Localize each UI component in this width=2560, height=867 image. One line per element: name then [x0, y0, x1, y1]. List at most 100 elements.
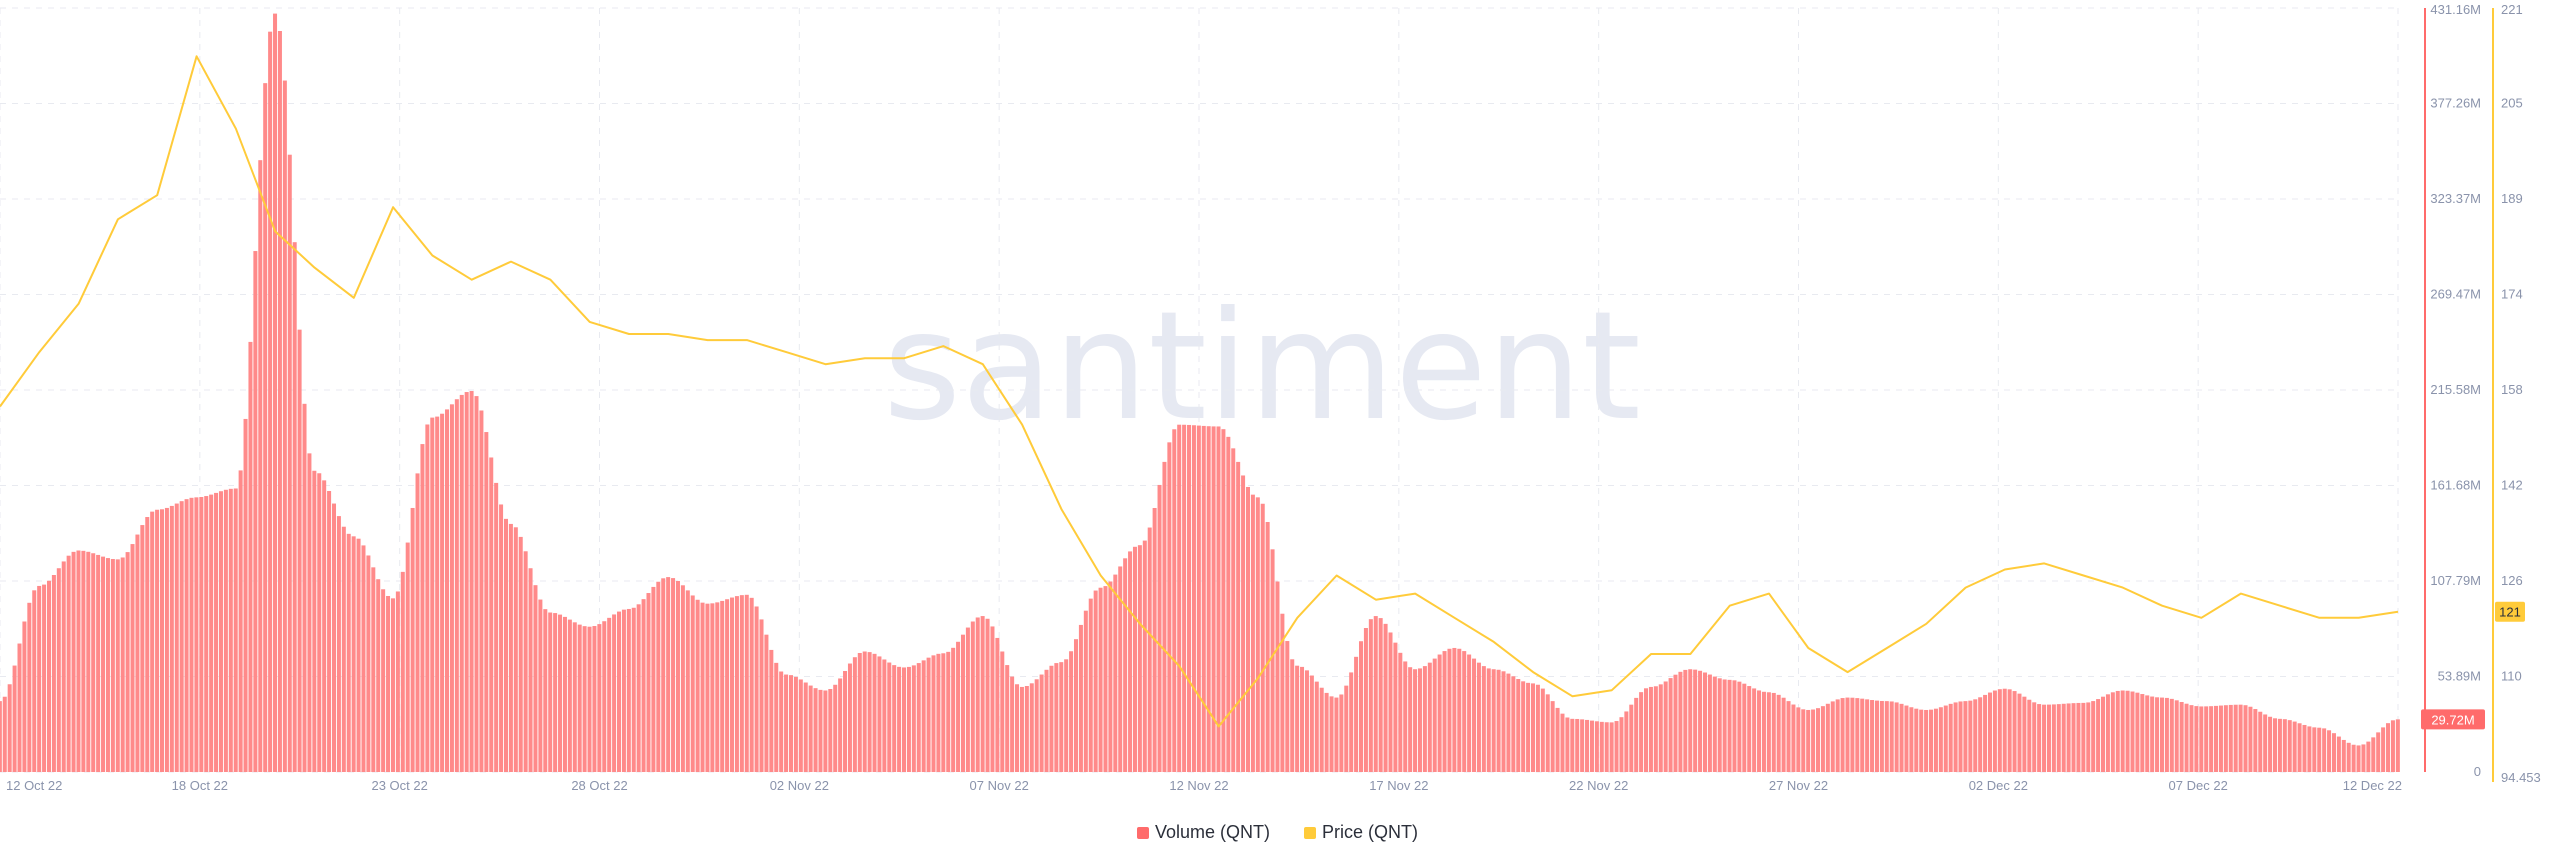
volume-bar: [2277, 718, 2282, 772]
volume-bar: [533, 585, 538, 772]
volume-bar: [1585, 719, 1590, 772]
volume-bar: [2371, 737, 2376, 772]
volume-bar: [277, 30, 282, 773]
volume-bar: [130, 544, 135, 772]
volume-bar: [1737, 681, 1742, 772]
price-axis-tick-label: 205: [2501, 96, 2523, 111]
volume-bar: [2179, 702, 2184, 772]
legend-item-price[interactable]: Price (QNT): [1304, 822, 1418, 842]
volume-bar: [1801, 709, 1806, 772]
volume-bar: [2282, 719, 2287, 772]
volume-bar: [1673, 674, 1678, 772]
volume-bar: [754, 606, 759, 772]
volume-bar: [1855, 698, 1860, 772]
volume-bar: [155, 509, 160, 772]
legend-item-volume[interactable]: Volume (QNT): [1137, 822, 1270, 842]
volume-bar: [56, 568, 61, 772]
volume-bar: [1270, 549, 1275, 772]
volume-bar: [110, 559, 115, 772]
volume-bar: [209, 494, 214, 772]
volume-bar: [1732, 680, 1737, 772]
volume-bar: [1752, 688, 1757, 772]
volume-axis-tick-label: 323.37M: [2430, 191, 2481, 206]
volume-bar: [184, 499, 189, 772]
volume-bar: [1005, 665, 1010, 772]
volume-bar: [1339, 694, 1344, 772]
price-axis-tick-label: 174: [2501, 287, 2523, 302]
volume-bar: [204, 496, 209, 772]
volume-bar: [27, 602, 32, 772]
volume-bar: [331, 503, 337, 772]
volume-bar: [970, 621, 975, 772]
volume-bar: [1029, 683, 1034, 772]
volume-bar: [1314, 681, 1319, 772]
volume-bar: [1884, 701, 1889, 772]
volume-bar: [1073, 639, 1079, 772]
volume-bar: [395, 591, 400, 772]
volume-bar: [1560, 713, 1565, 772]
volume-bar: [2174, 700, 2179, 772]
volume-bar: [2361, 744, 2366, 772]
volume-bar: [2012, 691, 2017, 772]
price-axis-tick-label: 158: [2501, 382, 2523, 397]
volume-bar: [1373, 616, 1378, 772]
price-axis-tick-label: 221: [2501, 2, 2523, 17]
volume-bar: [1457, 648, 1462, 772]
volume-bar: [1354, 656, 1359, 772]
volume-bar: [1594, 721, 1599, 772]
volume-bar: [1845, 697, 1850, 772]
volume-bar: [1432, 658, 1437, 772]
volume-bar: [2002, 688, 2007, 772]
price-line: [0, 55, 2399, 728]
volume-bar: [1108, 581, 1113, 772]
volume-bar: [1417, 668, 1422, 772]
volume-bar: [2317, 727, 2322, 772]
volume-bar: [1958, 701, 1963, 772]
volume-bar: [661, 578, 666, 772]
volume-bar: [425, 424, 430, 772]
volume-bar: [2322, 728, 2327, 772]
volume-bar: [449, 404, 454, 772]
volume-bar: [2042, 704, 2047, 772]
volume-bar: [2327, 730, 2332, 772]
volume-bar: [1226, 436, 1231, 772]
volume-bar: [808, 685, 813, 772]
price-axis-tick-label: 142: [2501, 478, 2523, 493]
volume-bar: [1973, 699, 1978, 772]
current-volume-badge-label: 29.72M: [2431, 712, 2474, 727]
volume-bar: [1747, 686, 1752, 772]
volume-bar: [548, 612, 553, 772]
volume-bar: [1059, 662, 1064, 772]
x-tick-label: 27 Nov 22: [1769, 778, 1828, 793]
volume-bar: [1196, 425, 1201, 772]
volume-bar: [739, 595, 744, 772]
volume-bar: [1098, 587, 1103, 772]
volume-bar: [1550, 701, 1555, 772]
volume-bar: [892, 665, 897, 772]
volume-bar: [666, 577, 671, 772]
volume-bar: [597, 624, 602, 772]
volume-bar: [2115, 690, 2120, 772]
volume-bar: [494, 482, 499, 772]
volume-bar: [2331, 733, 2336, 772]
volume-bar: [135, 534, 140, 772]
volume-bar: [2105, 694, 2110, 772]
volume-bar: [2120, 690, 2125, 772]
volume-bar: [1481, 666, 1486, 772]
volume-bar: [1000, 651, 1005, 772]
volume-bar: [1078, 624, 1083, 772]
volume-bar: [538, 599, 543, 772]
volume-bar: [1870, 700, 1875, 772]
volume-bar: [361, 545, 366, 772]
volume-bar: [489, 457, 494, 772]
volume-bar: [2130, 691, 2135, 772]
volume-bar: [91, 553, 96, 772]
volume-bar: [621, 609, 626, 772]
legend[interactable]: Volume (QNT) Price (QNT): [1137, 822, 1418, 842]
volume-bar: [769, 649, 774, 772]
volume-bar: [553, 613, 558, 772]
volume-bar: [715, 602, 720, 772]
volume-bar: [936, 653, 941, 772]
volume-bar: [160, 509, 165, 772]
volume-bar: [1359, 641, 1364, 772]
